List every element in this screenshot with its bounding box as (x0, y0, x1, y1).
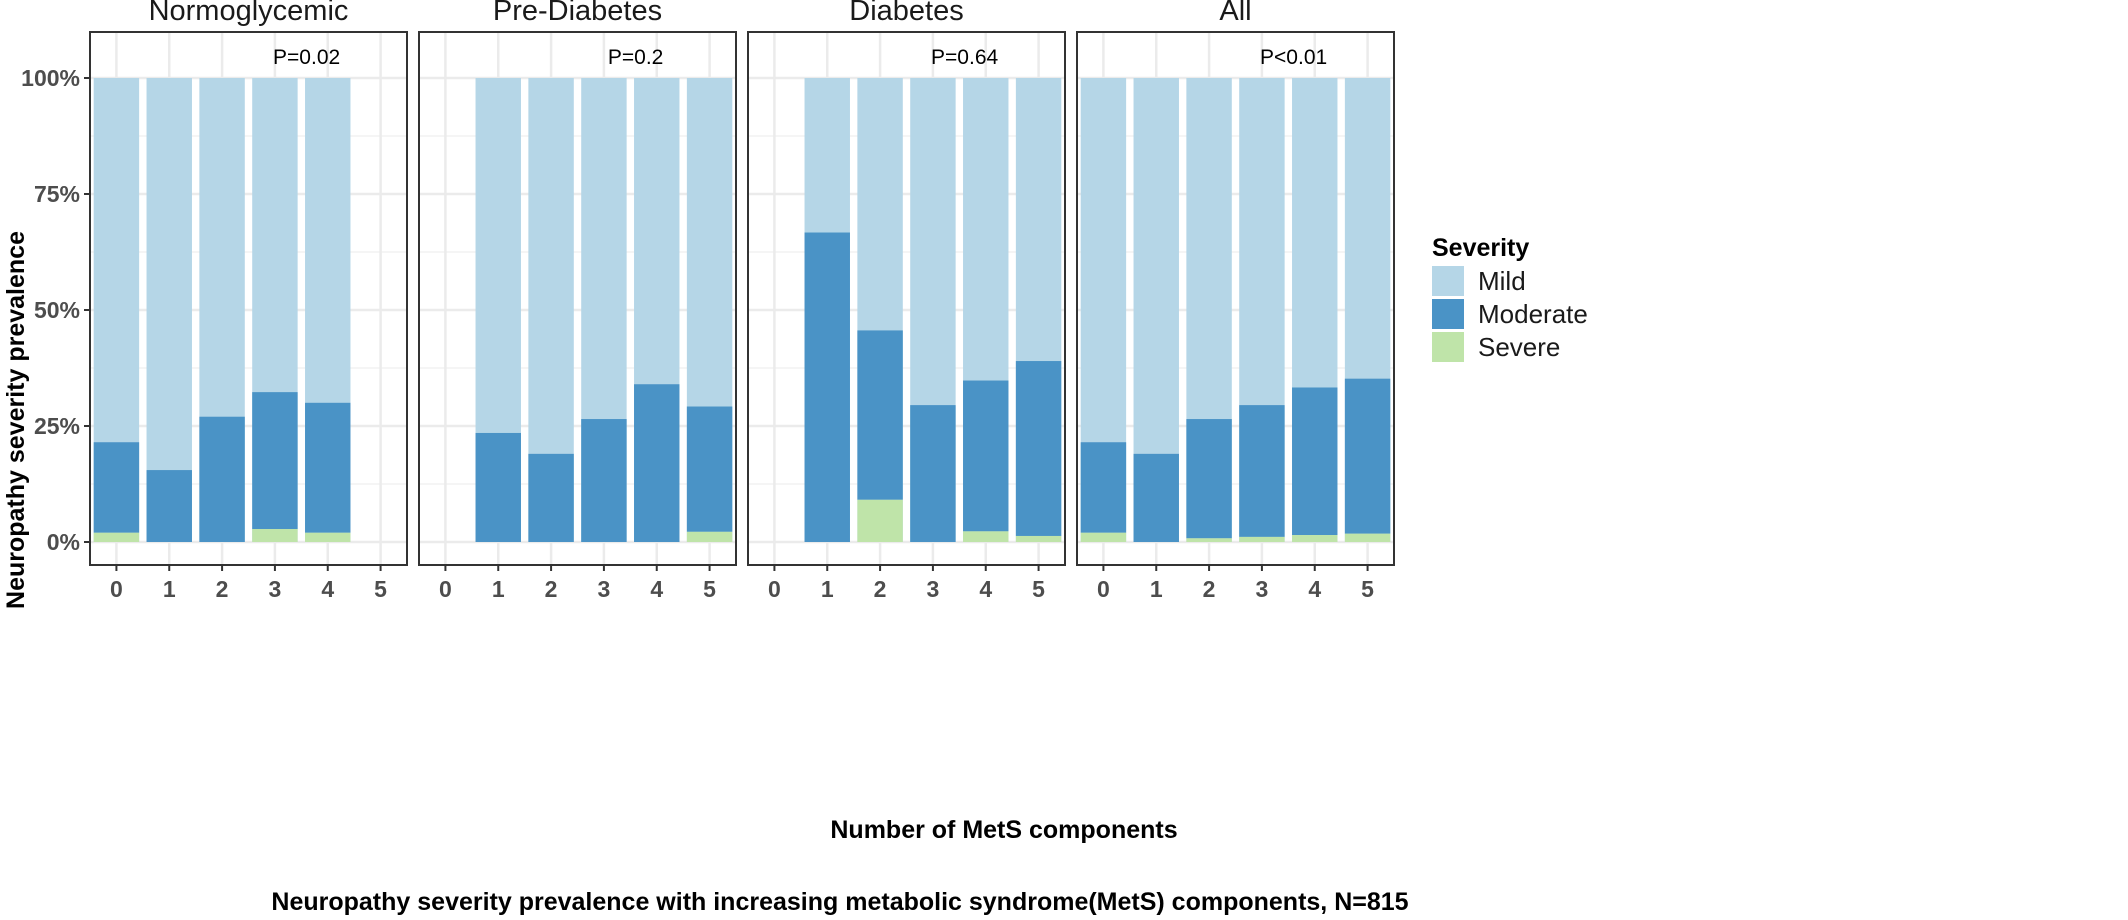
bar-moderate (857, 330, 903, 500)
x-tick-label: 3 (269, 576, 282, 602)
p-value-label: P<0.01 (1260, 46, 1327, 69)
bar-moderate (686, 406, 733, 532)
bar-moderate (804, 232, 850, 542)
y-tick-label: 25% (34, 413, 80, 439)
bar-moderate (1186, 419, 1232, 539)
bar-severe (1015, 535, 1062, 542)
bar-severe (686, 531, 733, 542)
figure-caption: Neuropathy severity prevalence with incr… (271, 888, 1408, 916)
bar-moderate (93, 442, 140, 533)
legend-swatch-severe (1432, 332, 1464, 362)
y-tick-label: 50% (34, 297, 80, 323)
legend-label-severe: Severe (1478, 332, 1560, 362)
bar-moderate (252, 392, 298, 530)
legend-label-moderate: Moderate (1478, 299, 1588, 329)
y-axis-title: Neuropathy severity prevalence (2, 231, 30, 609)
bar-severe (963, 531, 1009, 542)
bar-moderate (581, 419, 627, 542)
facet-title: Pre-Diabetes (493, 0, 662, 27)
y-tick-label: 0% (47, 529, 80, 555)
bar-moderate (146, 470, 192, 542)
x-tick-label: 1 (163, 576, 176, 602)
x-tick-label: 2 (545, 576, 558, 602)
p-value-label: P=0.64 (931, 46, 998, 69)
bar-mild (146, 78, 192, 542)
bar-moderate (1015, 361, 1062, 536)
x-tick-label: 0 (110, 576, 123, 602)
x-tick-label: 5 (1032, 576, 1045, 602)
x-tick-label: 4 (321, 576, 334, 602)
legend-label-mild: Mild (1478, 266, 1526, 296)
bar-moderate (528, 453, 574, 542)
bar-moderate (1292, 387, 1338, 536)
legend-swatch-mild (1432, 266, 1464, 296)
bar-moderate (963, 380, 1009, 532)
facet-panel: Normoglycemic P=0.02 0 1 2 3 4 5 (89, 0, 408, 602)
p-value-label: P=0.02 (273, 46, 340, 69)
bar-severe (1186, 538, 1232, 542)
bar-moderate (475, 432, 521, 542)
y-tick-label: 100% (21, 65, 80, 91)
x-tick-label: 4 (979, 576, 992, 602)
bar-moderate (1080, 442, 1127, 533)
facet-panel: Diabetes P=0.64 0 1 2 3 4 5 (747, 0, 1066, 602)
x-tick-label: 1 (1150, 576, 1163, 602)
x-tick-label: 4 (650, 576, 663, 602)
panel-border (89, 31, 408, 566)
x-tick-label: 5 (1361, 576, 1374, 602)
bar-severe (1080, 532, 1127, 542)
x-tick-label: 0 (768, 576, 781, 602)
bar-moderate (1133, 453, 1179, 542)
x-tick-label: 3 (598, 576, 611, 602)
bar-severe (1239, 536, 1285, 542)
bar-severe (305, 532, 351, 542)
x-tick-label: 0 (439, 576, 452, 602)
x-tick-label: 5 (703, 576, 716, 602)
bar-moderate (199, 416, 245, 542)
x-tick-label: 2 (216, 576, 229, 602)
bar-moderate (1239, 405, 1285, 537)
x-tick-label: 4 (1308, 576, 1321, 602)
y-axis: 0% 25% 50% 75% 100% (21, 65, 90, 555)
bar-moderate (305, 402, 351, 533)
x-tick-label: 2 (1203, 576, 1216, 602)
panels-layer: Normoglycemic P=0.02 0 1 2 3 4 5 Pre-Diabetes P=0… (89, 0, 1395, 602)
panel-border (747, 31, 1066, 566)
legend-title: Severity (1432, 234, 1529, 262)
y-tick-label: 75% (34, 181, 80, 207)
x-tick-label: 2 (874, 576, 887, 602)
facet-panel: All P<0.01 0 1 2 3 4 5 (1076, 0, 1395, 602)
bar-moderate (1344, 378, 1391, 534)
panel-border (418, 31, 737, 566)
x-tick-label: 1 (821, 576, 834, 602)
bar-moderate (910, 405, 956, 542)
x-tick-label: 3 (1256, 576, 1269, 602)
x-tick-label: 1 (492, 576, 505, 602)
facet-title: Diabetes (849, 0, 963, 27)
facet-title: Normoglycemic (149, 0, 349, 27)
p-value-label: P=0.2 (608, 46, 663, 69)
x-tick-label: 3 (927, 576, 940, 602)
bar-severe (252, 529, 298, 542)
bar-severe (1292, 535, 1338, 542)
facet-panel: Pre-Diabetes P=0.2 0 1 2 3 4 5 (418, 0, 737, 602)
bar-moderate (634, 384, 680, 542)
bar-severe (1344, 533, 1391, 542)
bar-severe (857, 499, 903, 542)
x-tick-label: 5 (374, 576, 387, 602)
x-tick-label: 0 (1097, 576, 1110, 602)
facet-title: All (1219, 0, 1251, 27)
legend-swatch-moderate (1432, 299, 1464, 329)
x-axis-title: Number of MetS components (830, 816, 1177, 844)
bar-severe (93, 532, 140, 542)
panel-border (1076, 31, 1395, 566)
